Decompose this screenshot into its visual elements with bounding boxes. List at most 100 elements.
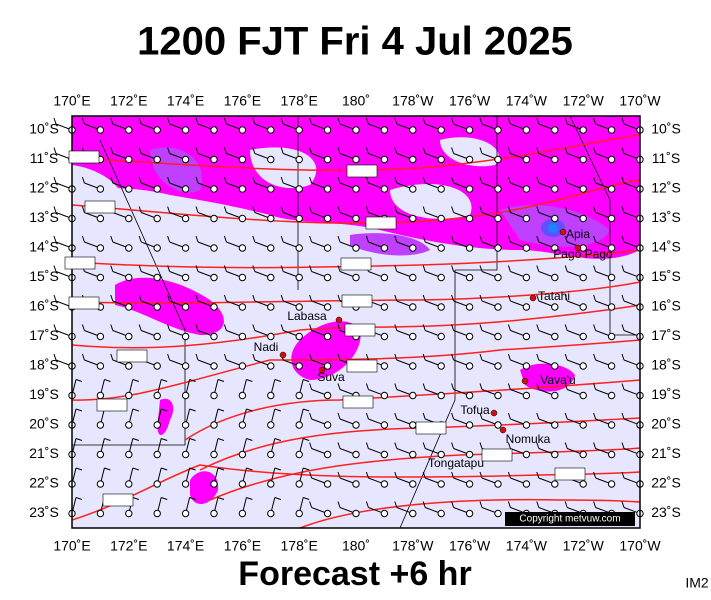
barb-station xyxy=(210,391,218,400)
barb-station xyxy=(295,421,303,429)
barb-station xyxy=(267,244,275,252)
barb-flag xyxy=(161,408,168,412)
barb-station xyxy=(607,244,616,252)
barb-station xyxy=(551,155,559,164)
barb-flag xyxy=(110,147,114,154)
barb-flag xyxy=(536,117,540,125)
barb-flag xyxy=(280,324,284,331)
barb-station xyxy=(437,185,445,193)
barb-station xyxy=(323,303,332,311)
barb-flag xyxy=(451,206,455,213)
barb-station xyxy=(409,332,417,341)
lon-label-bottom: 174˚E xyxy=(167,538,204,554)
lat-label-left: 13˚S xyxy=(29,209,59,225)
lon-label-top: 176˚E xyxy=(224,93,261,109)
barb-station xyxy=(323,244,332,252)
barb-station xyxy=(96,450,105,459)
barb-flag xyxy=(309,147,313,154)
barb-flag xyxy=(280,206,284,213)
lon-label-top: 172˚E xyxy=(110,93,147,109)
isobar-label-box xyxy=(346,359,378,373)
barb-flag xyxy=(451,383,455,390)
barb-station xyxy=(267,214,275,223)
lon-label-bottom: 172˚E xyxy=(110,538,147,554)
barb-station xyxy=(267,450,275,459)
barb-flag xyxy=(53,294,57,302)
barb-station xyxy=(494,214,502,223)
barb-flag xyxy=(189,408,196,412)
barb-flag xyxy=(223,324,227,331)
barb-flag xyxy=(246,497,253,500)
map-area: 0131013101410140151015016101610171017101… xyxy=(53,115,644,529)
barb-station xyxy=(210,362,218,370)
barb-flag xyxy=(365,206,369,213)
barb-station xyxy=(295,185,303,193)
barb-station xyxy=(181,332,190,341)
barb-station xyxy=(295,155,303,164)
barb-flag xyxy=(337,265,341,272)
barb-flag xyxy=(593,235,597,243)
barb-station xyxy=(210,244,218,252)
barb-station xyxy=(380,362,389,370)
barb-flag xyxy=(422,235,426,243)
barb-flag xyxy=(167,117,171,125)
barb-flag xyxy=(246,467,253,471)
barb-station xyxy=(437,332,445,341)
barb-station xyxy=(380,126,389,134)
barb-flag xyxy=(536,324,540,331)
barb-station xyxy=(551,244,559,252)
barb-flag xyxy=(81,353,85,361)
barb-flag xyxy=(161,467,168,471)
barb-flag xyxy=(365,471,369,479)
barb-station xyxy=(409,185,417,193)
barb-station xyxy=(295,126,303,134)
barb-station xyxy=(409,450,417,459)
barb-station xyxy=(352,480,360,488)
barb-flag xyxy=(451,147,455,154)
barb-station xyxy=(522,450,531,459)
barb-flag xyxy=(507,442,511,449)
barb-flag xyxy=(195,324,199,331)
barb-flag xyxy=(138,206,142,213)
barb-flag xyxy=(394,412,398,420)
lon-label-top: 170˚W xyxy=(619,93,661,109)
lon-label-top: 178˚W xyxy=(392,93,434,109)
barb-station xyxy=(579,185,587,193)
copyright: Copyright metvuw.com xyxy=(519,514,620,525)
barb-flag xyxy=(167,206,171,213)
barb-flag xyxy=(564,412,568,420)
place-name: Nomuka xyxy=(506,432,551,446)
barb-flag xyxy=(621,147,625,154)
barb-flag xyxy=(104,467,111,471)
barb-flag xyxy=(223,265,227,272)
barb-flag xyxy=(81,324,85,331)
barb-station xyxy=(125,450,133,459)
barb-station xyxy=(238,421,247,429)
lat-label-right: 23˚S xyxy=(651,504,681,520)
barb-station xyxy=(579,391,587,400)
barb-flag xyxy=(479,206,483,213)
barb-flag xyxy=(81,117,85,125)
barb-flag xyxy=(621,265,625,272)
barb-flag xyxy=(593,206,597,213)
barb-flag xyxy=(536,383,540,390)
barb-flag xyxy=(451,471,455,479)
barb-flag xyxy=(303,408,310,412)
barb-flag xyxy=(536,353,540,361)
barb-station xyxy=(437,126,445,134)
barb-station xyxy=(181,480,190,488)
barb-flag xyxy=(309,235,313,243)
barb-station xyxy=(409,155,417,164)
barb-flag xyxy=(451,353,455,361)
barb-station xyxy=(409,303,417,311)
barb-flag xyxy=(303,467,310,471)
barb-flag xyxy=(81,206,85,213)
barb-station xyxy=(551,450,559,459)
barb-flag xyxy=(451,176,455,184)
precip-area xyxy=(115,277,224,335)
barb-flag xyxy=(53,147,57,154)
barb-flag xyxy=(337,206,341,213)
barb-flag xyxy=(81,176,85,184)
barb-station xyxy=(153,185,161,193)
barb-station xyxy=(409,244,417,252)
